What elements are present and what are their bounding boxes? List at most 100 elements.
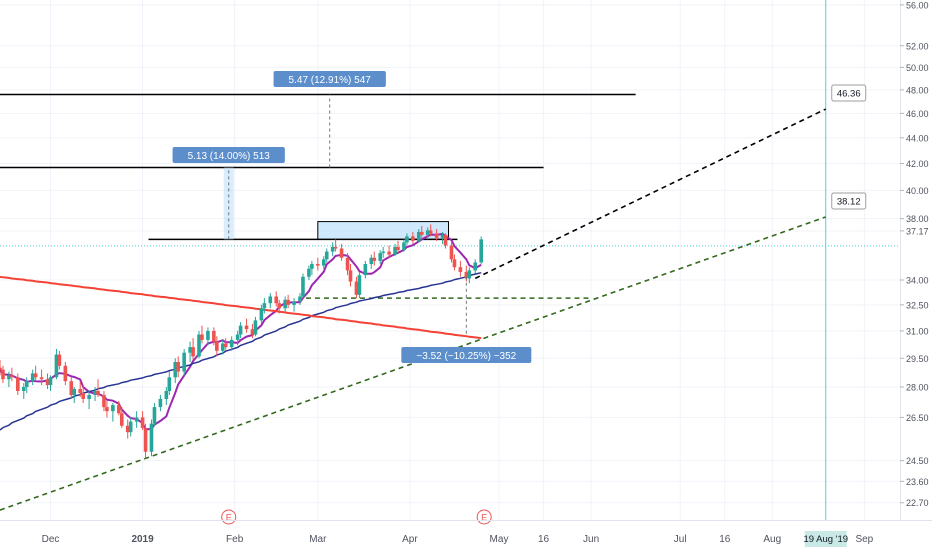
x-tick-label: Feb — [226, 534, 244, 545]
y-tick-label: 26.50 — [906, 413, 929, 423]
candle-body — [111, 405, 115, 412]
y-tick-label: 31.00 — [906, 326, 929, 336]
candle-body — [57, 354, 62, 366]
candle-body — [69, 381, 74, 395]
y-tick-label: 37.17 — [906, 226, 929, 236]
y-tick-label: 50.00 — [906, 63, 929, 73]
candle-body — [102, 394, 106, 408]
candle-body — [354, 281, 359, 295]
candle-body — [381, 251, 385, 254]
trendline-green — [0, 216, 827, 511]
measure-label-box — [172, 147, 285, 163]
candle-body — [321, 259, 326, 266]
ma-mid-line — [0, 271, 482, 431]
candle-body — [140, 417, 145, 428]
trendline-black — [474, 108, 827, 280]
measure-label: 5.13 (14.00%) 513 — [188, 151, 271, 162]
candle-body — [434, 233, 439, 238]
candle-body — [1, 369, 5, 380]
candle-body — [286, 299, 290, 305]
y-tick-label: 32.50 — [906, 300, 929, 310]
candle-body — [330, 246, 335, 252]
ma-slow-line — [0, 275, 482, 340]
candle-body — [117, 405, 121, 414]
candle-body — [316, 264, 320, 266]
x-tick-label: 16 — [719, 534, 731, 545]
y-tick-label: 28.00 — [906, 383, 929, 393]
candle-body — [345, 257, 350, 271]
candle-body — [307, 268, 311, 277]
candle-body — [143, 427, 148, 452]
candle-body — [363, 264, 368, 276]
candle-body — [206, 330, 210, 340]
candle-body — [298, 296, 302, 302]
candle-body — [473, 262, 478, 271]
candle-body — [149, 423, 154, 452]
candle-body — [176, 362, 181, 372]
candle-body — [235, 334, 240, 340]
candle-body — [440, 234, 445, 238]
candle-body — [396, 246, 400, 251]
candle-body — [443, 234, 448, 246]
x-tick-label: Mar — [309, 534, 327, 545]
candle-body — [339, 248, 344, 258]
candle-body — [244, 325, 249, 330]
candle-body — [393, 246, 397, 255]
candle-body — [259, 308, 264, 321]
candle-body — [45, 379, 50, 386]
candle-body — [402, 242, 406, 251]
candle-body — [212, 330, 216, 342]
ma-fast-line — [0, 232, 482, 431]
candle-body — [0, 367, 2, 370]
x-tick-label: Jul — [674, 534, 687, 545]
y-tick-label: 40.00 — [906, 186, 929, 196]
candle-body — [167, 377, 172, 391]
y-tick-label: 22.70 — [906, 498, 929, 508]
candle-body — [21, 387, 26, 391]
y-tick-label: 38.00 — [906, 214, 929, 224]
candle-body — [479, 239, 483, 263]
x-tick-label: 16 — [538, 534, 550, 545]
measure-label-box — [273, 71, 386, 87]
projection-label: 46.36 — [837, 89, 861, 100]
candle-body — [220, 343, 225, 351]
candle-body — [105, 407, 109, 412]
candle-body — [200, 334, 204, 340]
y-tick-label: 56.00 — [906, 0, 929, 10]
y-tick-label: 23.60 — [906, 477, 929, 487]
x-tick-label: Jun — [583, 534, 599, 545]
candle-body — [417, 231, 421, 241]
candle-body — [372, 257, 377, 261]
candle-body — [452, 259, 457, 268]
candle-body — [369, 257, 374, 265]
candle-body — [191, 347, 195, 357]
candle-body — [229, 339, 234, 348]
candle-body — [378, 253, 382, 261]
candle-body — [24, 381, 29, 388]
candle-body — [425, 230, 430, 235]
candle-body — [292, 301, 296, 305]
y-tick-label: 48.00 — [906, 85, 929, 95]
candle-body — [215, 341, 219, 351]
earnings-label: E — [226, 513, 232, 523]
y-tick-label: 24.50 — [906, 456, 929, 466]
candle-body — [411, 236, 415, 241]
candle-body — [301, 276, 305, 297]
candle-body — [182, 352, 186, 372]
measure-label-box — [401, 347, 532, 363]
candle-body — [164, 390, 169, 399]
candle-body — [405, 236, 409, 243]
candle-body — [464, 271, 469, 279]
candle-body — [72, 389, 77, 395]
measure-label: 5.47 (12.91%) 547 — [289, 75, 372, 86]
candle-body — [274, 296, 279, 304]
candle-body — [253, 320, 258, 335]
candle-body — [39, 377, 44, 380]
x-tick-label: Sep — [855, 534, 873, 545]
candle-body — [152, 407, 157, 424]
candle-body — [93, 390, 97, 395]
candle-body — [449, 245, 454, 260]
candle-body — [277, 303, 282, 309]
